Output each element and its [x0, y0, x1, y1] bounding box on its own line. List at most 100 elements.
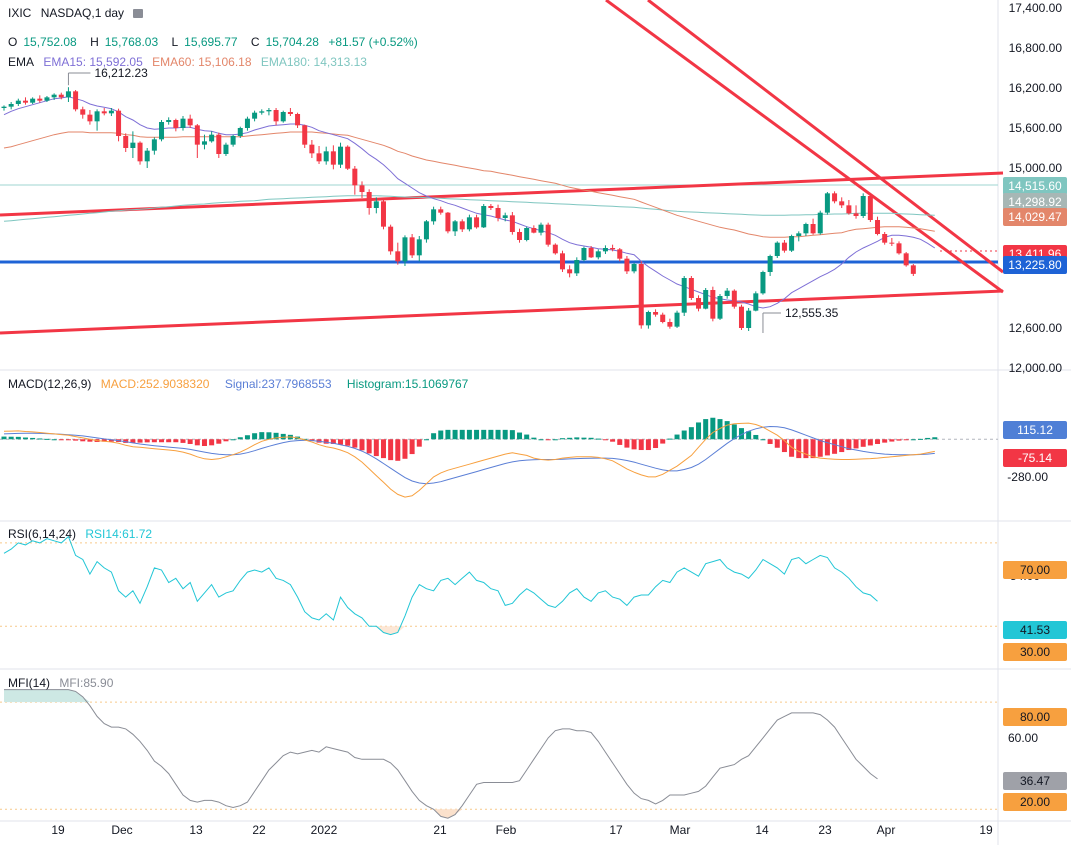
- candle-body: [194, 125, 200, 145]
- macd-histogram-bar: [252, 433, 258, 440]
- candle-body: [123, 136, 129, 148]
- candle-body: [223, 144, 229, 154]
- mfi-legend[interactable]: MFI(14) MFI:85.90: [8, 676, 119, 690]
- macd-histogram-bar: [187, 439, 193, 444]
- high-value: 15,768.03: [104, 35, 159, 49]
- macd-histogram-bar: [710, 417, 716, 440]
- price-tick-label: 17,400.00: [1009, 1, 1063, 15]
- candle-body: [545, 224, 551, 245]
- rsi-label[interactable]: RSI(6,14,24): [8, 527, 77, 541]
- close-label: C: [250, 35, 260, 49]
- candle-body: [581, 248, 587, 260]
- mfi-label[interactable]: MFI(14): [8, 676, 50, 690]
- ohlc-legend: O 15,752.08 H 15,768.03 L 15,695.77 C 15,704…: [8, 35, 424, 49]
- macd-histogram-bar: [538, 439, 544, 441]
- macd-histogram-bar: [610, 439, 616, 442]
- macd-histogram-bar: [545, 439, 551, 441]
- macd-histogram-bar: [30, 437, 36, 440]
- candle-body: [559, 253, 565, 270]
- time-tick-label: 13: [189, 823, 203, 837]
- macd-histogram-bar: [323, 439, 329, 444]
- ema-legend[interactable]: EMA EMA15: 15,592.05 EMA60: 15,106.18 EM…: [8, 55, 373, 69]
- macd-histogram-bar: [130, 439, 136, 444]
- candle-body: [295, 114, 301, 126]
- open-value: 15,752.08: [23, 35, 77, 49]
- candle-body: [1, 106, 7, 108]
- candle-body: [481, 206, 487, 228]
- trend-line: [0, 171, 1004, 217]
- candle-body: [760, 272, 766, 294]
- macd-histogram-bar: [51, 439, 57, 441]
- price-pane[interactable]: 16,212.23 12,555.35: [0, 0, 1004, 335]
- macd-histogram-bar: [380, 439, 386, 459]
- macd-pane[interactable]: [0, 417, 998, 498]
- macd-histogram-bar: [58, 439, 64, 441]
- time-tick-label: 19: [979, 823, 993, 837]
- candle-body: [789, 236, 795, 251]
- macd-histogram-bar: [724, 421, 730, 440]
- rsi14-line: [3, 535, 878, 636]
- candle-body: [80, 109, 86, 115]
- macd-legend[interactable]: MACD(12,26,9) MACD:252.9038320 Signal:23…: [8, 377, 474, 391]
- candle-body: [395, 251, 401, 262]
- macd-histogram-bar: [796, 439, 802, 459]
- symbol-header[interactable]: IXIC NASDAQ,1 day: [8, 6, 149, 20]
- symbol-name[interactable]: IXIC: [8, 6, 32, 20]
- macd-histogram-bar: [925, 437, 931, 440]
- macd-label[interactable]: MACD(12,26,9): [8, 377, 92, 391]
- candle-body: [259, 111, 265, 113]
- low-label: 12,555.35: [785, 306, 839, 320]
- macd-histogram-bar: [73, 439, 79, 441]
- candle-body: [703, 290, 709, 309]
- time-tick-label: 2022: [311, 823, 338, 837]
- macd-histogram-bar: [774, 439, 780, 448]
- macd-histogram-bar: [832, 439, 838, 454]
- trend-line: [0, 289, 1004, 335]
- macd-histogram-bar: [345, 439, 351, 446]
- macd-histogram-bar: [37, 438, 43, 440]
- candle-body: [853, 213, 859, 216]
- candle-body: [624, 258, 630, 272]
- macd-histogram-bar: [101, 439, 107, 442]
- candle-body: [896, 243, 902, 254]
- candle-body: [588, 248, 594, 258]
- mfi-oversold-fill: [4, 809, 878, 819]
- mfi-tick-label: 60.00: [1008, 731, 1038, 745]
- rsi-legend[interactable]: RSI(6,14,24) RSI14:61.72: [8, 527, 158, 541]
- macd-histogram-bar: [896, 439, 902, 441]
- time-tick-label: Mar: [670, 823, 691, 837]
- ema-label[interactable]: EMA: [8, 55, 35, 69]
- macd-histogram-bar: [688, 427, 694, 440]
- candle-body: [280, 112, 286, 122]
- candle-body: [910, 265, 916, 274]
- candle-body: [488, 206, 494, 208]
- time-tick-label: Apr: [877, 823, 896, 837]
- macd-histogram-bar: [495, 429, 501, 440]
- candle-body: [889, 242, 895, 244]
- close-value: 15,704.28: [265, 35, 319, 49]
- macd-histogram-bar: [173, 439, 179, 443]
- menu-icon[interactable]: [133, 9, 144, 18]
- macd-histogram-bar: [445, 429, 451, 440]
- candle-body: [73, 91, 79, 110]
- macd-histogram-bar: [216, 439, 222, 444]
- macd-histogram-bar: [502, 429, 508, 440]
- candle-body: [173, 120, 179, 128]
- macd-tag: 115.12: [1003, 421, 1067, 439]
- macd-histogram-bar: [638, 439, 644, 451]
- candle-body: [359, 185, 365, 192]
- macd-histogram-bar: [717, 419, 723, 440]
- mfi-tag: 36.47: [1003, 772, 1067, 790]
- trend-line: [605, 0, 1004, 294]
- rsi14-value: RSI14:61.72: [85, 527, 153, 541]
- candle-body: [15, 100, 21, 104]
- macd-histogram-bar: [860, 439, 866, 447]
- candle-body: [416, 239, 422, 256]
- price-tag: 14,298.92: [1003, 193, 1067, 211]
- candle-body: [474, 217, 480, 228]
- rsi-pane[interactable]: [0, 535, 998, 636]
- macd-histogram-bar: [524, 434, 530, 440]
- mfi-pane[interactable]: [0, 689, 998, 819]
- macd-histogram-bar: [201, 439, 207, 446]
